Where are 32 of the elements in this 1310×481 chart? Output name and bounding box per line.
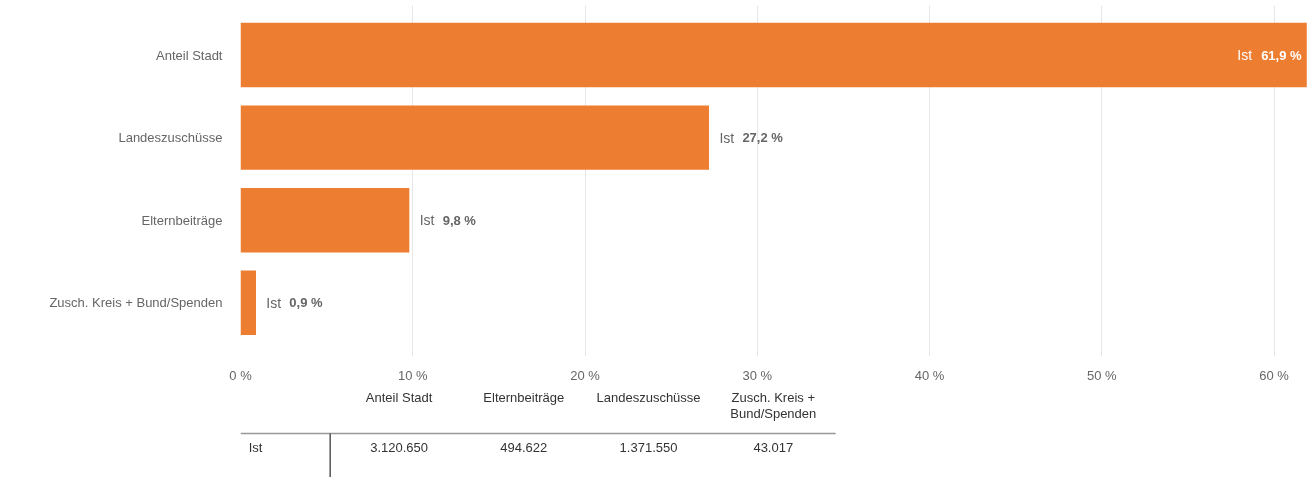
data-label: 494.622 — [500, 440, 548, 455]
data-label: 0,9 % — [289, 295, 324, 311]
x-tick-label: 0 % — [229, 367, 253, 383]
category-label: Anteil Stadt — [365, 390, 433, 405]
x-tick-label: 30 % — [742, 367, 773, 383]
series-label: Ist — [419, 212, 435, 229]
x-tick-label: 10 % — [397, 367, 429, 383]
y-tick-label: Zusch. Kreis + Bund/Spenden — [49, 295, 223, 311]
data-label: 61,9 % — [1261, 47, 1303, 63]
data-label: 43.017 — [753, 440, 794, 455]
data-label: 9,8 % — [442, 212, 477, 228]
text: Ist — [266, 294, 282, 311]
data-label: 1.371.550 — [619, 440, 678, 455]
y-tick-label: Elternbeiträge — [141, 212, 223, 228]
x-tick-label: 40 % — [914, 367, 945, 383]
data-label: 3.120.650 — [370, 440, 428, 455]
y-tick-label: Anteil Stadt — [156, 47, 223, 63]
bar — [240, 105, 710, 170]
x-tick-label: 50 % — [1086, 367, 1118, 383]
category-label: Elternbeiträge — [483, 390, 565, 405]
data-label: 27,2 % — [742, 130, 784, 146]
x-tick-label: 60 % — [1259, 367, 1290, 383]
text: Ist — [719, 129, 735, 146]
y-tick-label: Landeszuschüsse — [118, 130, 223, 146]
category-label: Landeszuschüsse — [596, 390, 701, 405]
x-tick-label: 20 % — [570, 367, 601, 383]
bar — [240, 22, 1307, 88]
category-label: Zusch. Kreis + Bund/Spenden — [730, 390, 817, 421]
bar — [240, 188, 410, 253]
bar — [240, 270, 256, 336]
text: Ist — [248, 440, 263, 455]
text: Ist — [1237, 47, 1253, 64]
